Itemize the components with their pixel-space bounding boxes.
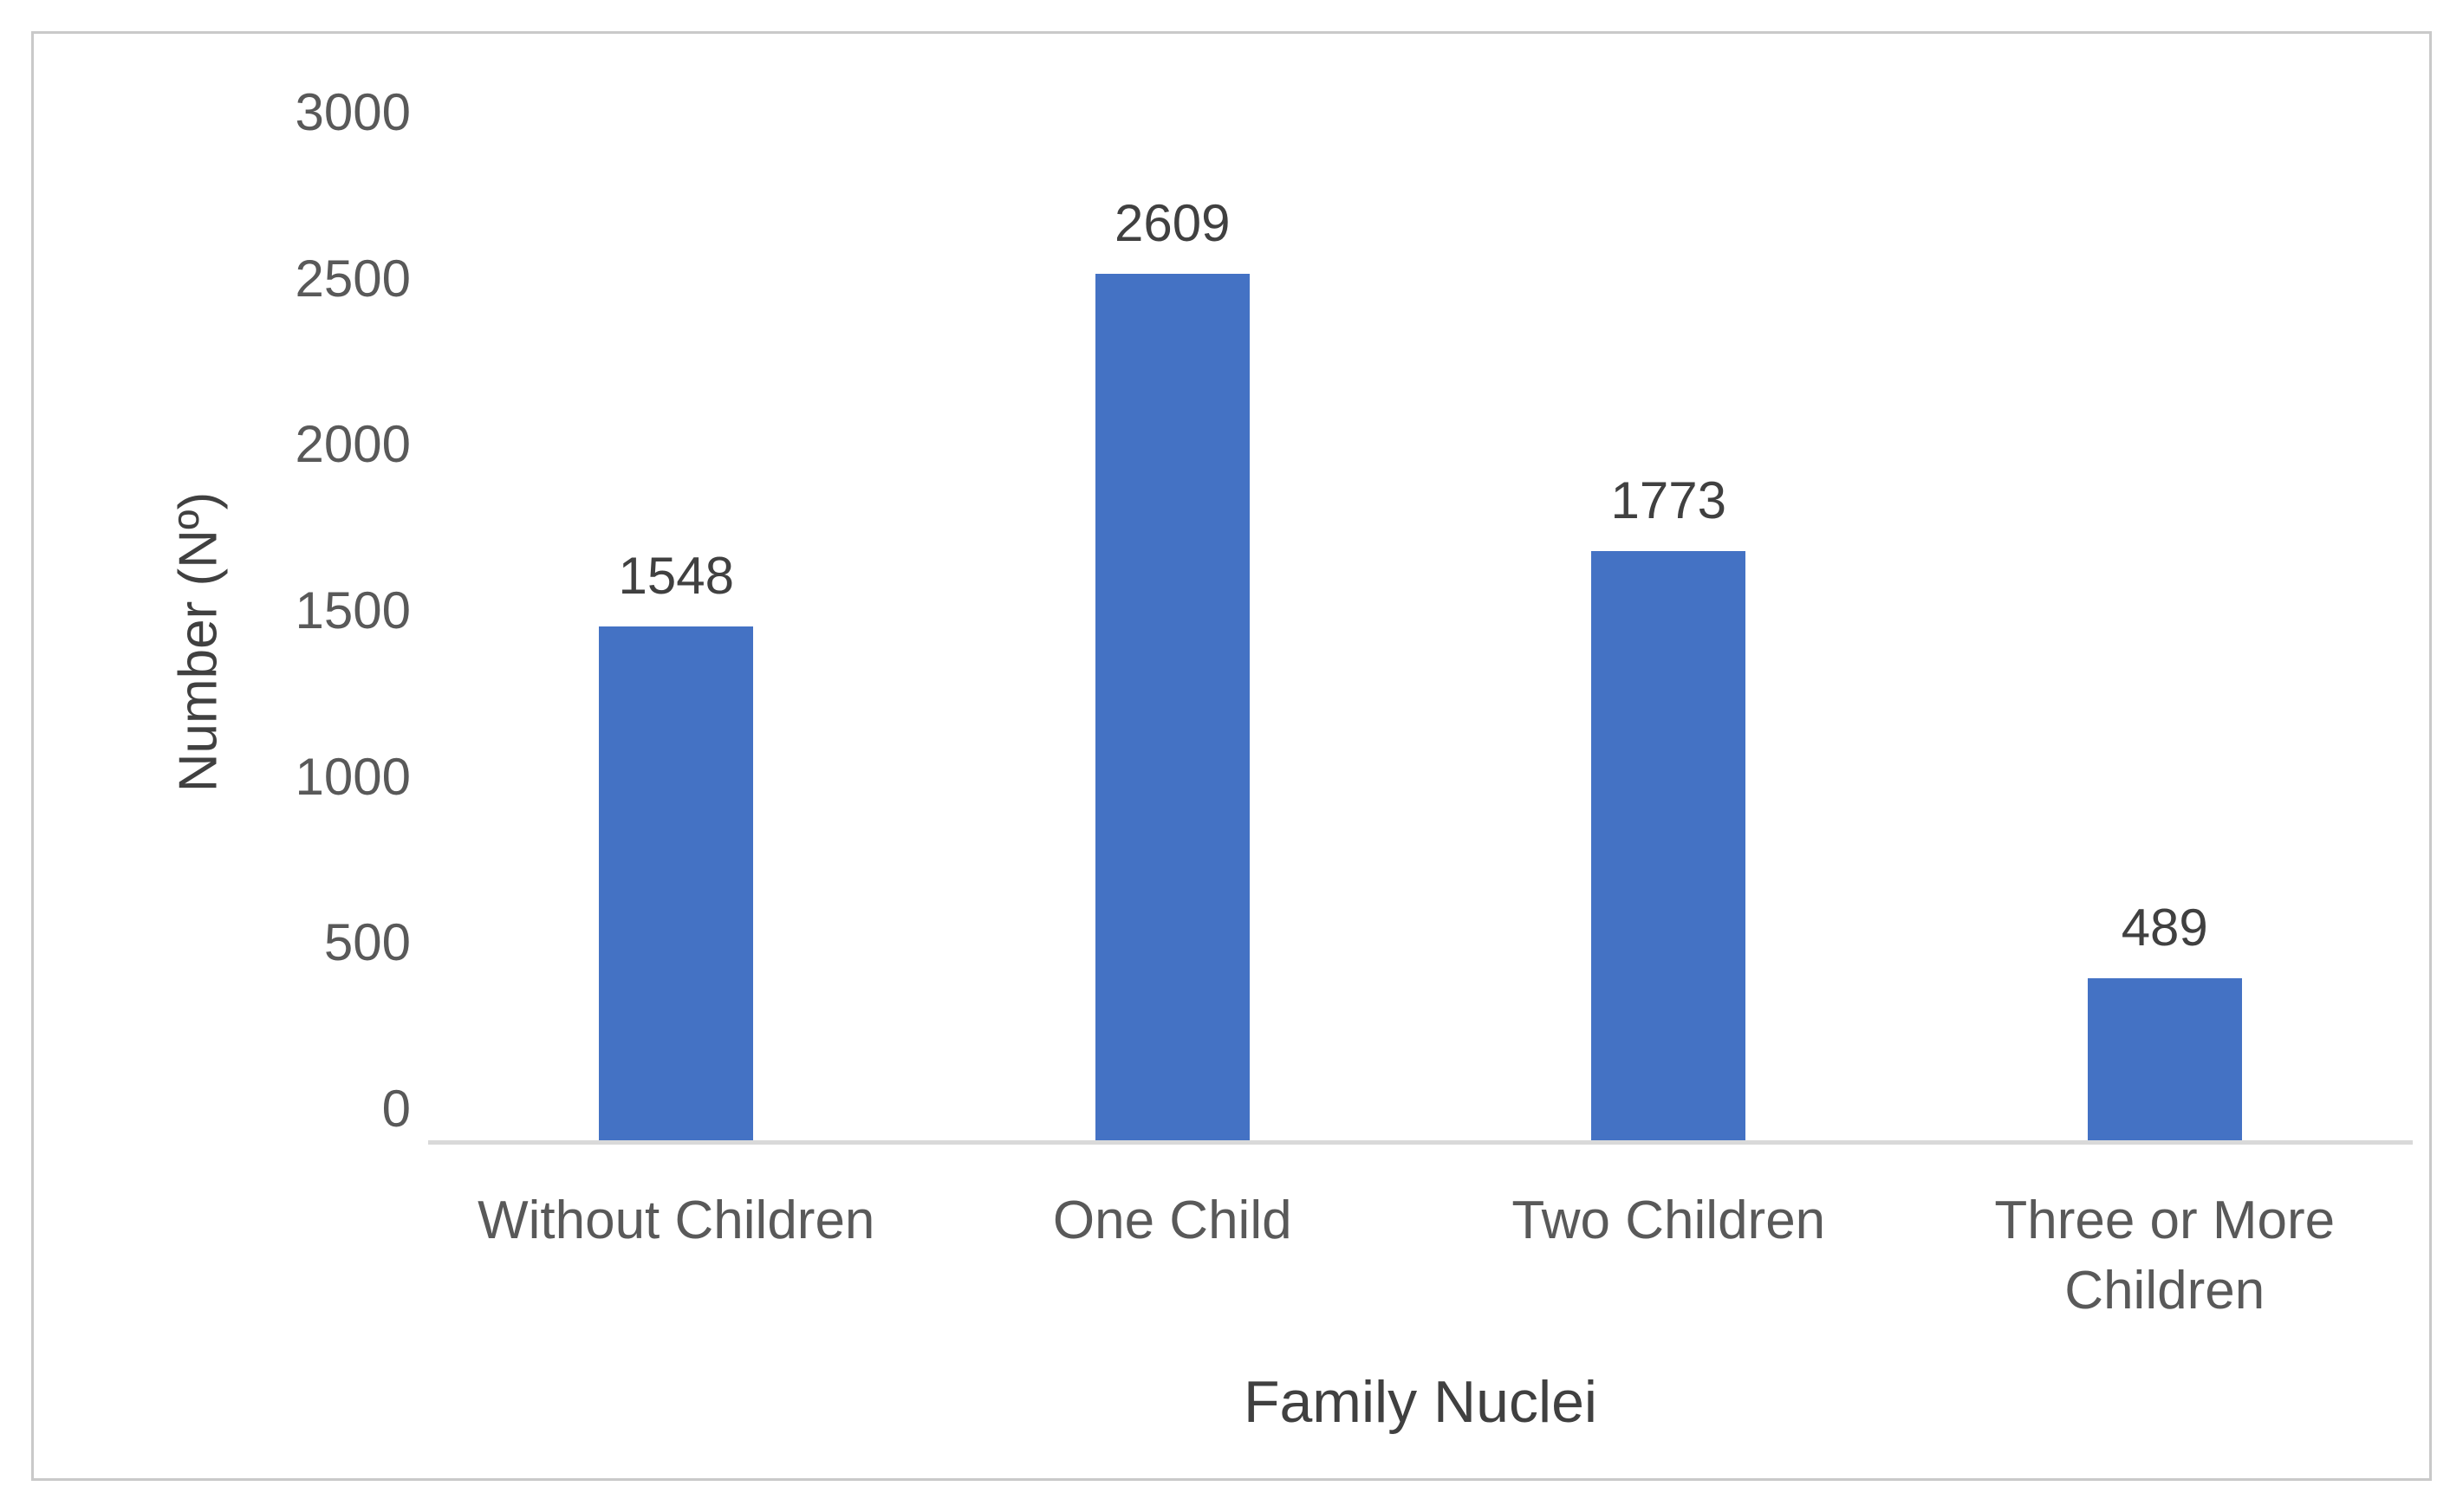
y-tick-label: 2500 <box>295 249 411 308</box>
y-tick-label: 1000 <box>295 747 411 806</box>
y-tick-label: 0 <box>381 1080 411 1138</box>
bar-slot: 1548 <box>428 550 925 1140</box>
plot-area: 1548 2609 1773 489 <box>428 144 2413 1145</box>
bar <box>1591 551 1746 1140</box>
chart-frame: Number (Nº) 0 500 1000 1500 2000 2500 3000 154… <box>31 31 2432 1481</box>
bar-slot: 2609 <box>925 198 1421 1140</box>
bar-slot: 1773 <box>1420 475 1917 1140</box>
bar-data-label: 489 <box>2121 899 2208 957</box>
x-category-label: Three or More Children <box>1994 1191 2336 1321</box>
bar-data-label: 1548 <box>618 547 734 605</box>
x-axis-category-labels: Without Children One Child Two Children Thr… <box>428 1186 2413 1326</box>
bar <box>1095 274 1250 1140</box>
x-category-label: Two Children <box>1511 1191 1826 1250</box>
x-axis-title: Family Nuclei <box>1243 1369 1598 1435</box>
bar-data-label: 2609 <box>1115 194 1231 252</box>
x-category-label: Without Children <box>478 1191 875 1250</box>
y-tick-label: 1500 <box>295 581 411 639</box>
bar-slot: 489 <box>1917 902 2414 1140</box>
y-tick-label: 500 <box>323 913 411 972</box>
bar <box>2087 978 2242 1140</box>
y-tick-label: 2000 <box>295 415 411 474</box>
x-category-label: One Child <box>1052 1191 1292 1250</box>
bar-data-label: 1773 <box>1610 471 1726 529</box>
y-axis-ticks: 0 500 1000 1500 2000 2500 3000 <box>190 34 411 1478</box>
bar <box>599 626 754 1140</box>
y-tick-label: 3000 <box>295 83 411 141</box>
